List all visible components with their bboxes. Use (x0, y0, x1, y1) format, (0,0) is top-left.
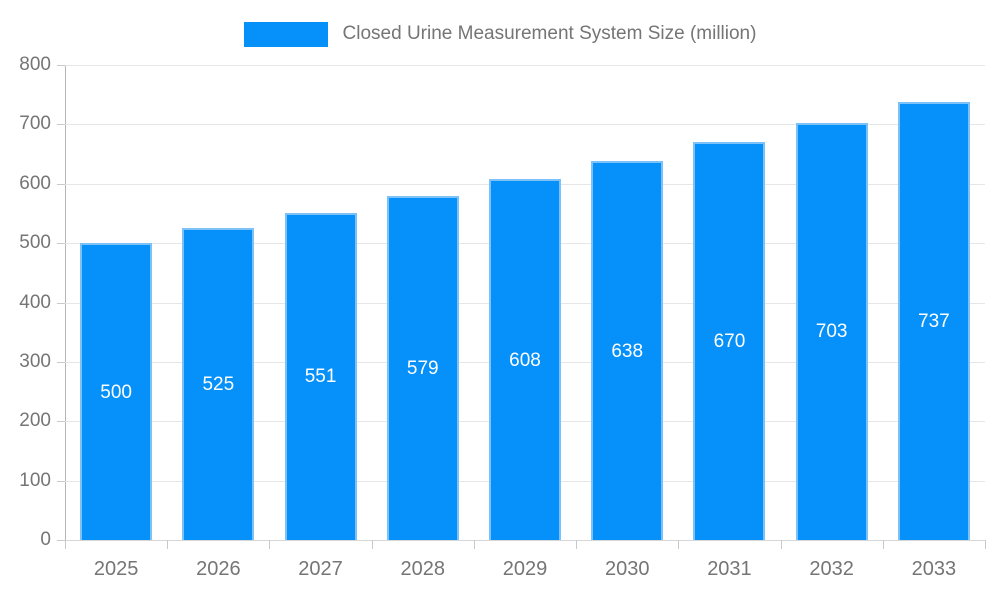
legend-swatch (243, 21, 328, 47)
bar[interactable]: 579 (386, 196, 459, 540)
bar[interactable]: 737 (897, 102, 970, 540)
x-tick-label: 2032 (809, 558, 854, 580)
y-tick-label: 100 (19, 469, 51, 491)
x-tick-label: 2026 (196, 558, 241, 580)
x-tick-label: 2030 (604, 558, 650, 580)
x-tick-label: 2027 (298, 558, 343, 580)
y-tick-mark (57, 540, 65, 541)
y-tick-label: 0 (40, 529, 51, 550)
y-axis-line (65, 65, 66, 549)
bar-value-label: 579 (406, 358, 439, 380)
y-tick-label: 700 (19, 113, 51, 135)
x-axis-line (65, 540, 985, 541)
y-tick-mark (57, 65, 65, 66)
bar-value-label: 500 (100, 381, 132, 403)
x-tick-label: 2033 (911, 558, 957, 580)
x-tick-mark (167, 540, 169, 549)
bar[interactable]: 551 (284, 212, 357, 540)
y-tick-mark (57, 243, 65, 245)
bar-value-label: 703 (815, 321, 848, 343)
x-tick-mark (576, 540, 578, 549)
y-tick-mark (57, 302, 65, 304)
x-tick-label: 2031 (707, 558, 752, 580)
y-tick-label: 400 (19, 291, 51, 313)
y-tick-mark (57, 361, 65, 363)
y-tick-mark (57, 421, 65, 423)
y-tick-label: 800 (19, 54, 51, 75)
y-tick-label: 300 (19, 350, 51, 372)
x-tick-mark (269, 540, 271, 549)
bar-value-label: 638 (611, 340, 644, 362)
gridline (65, 124, 985, 126)
x-tick-label: 2028 (400, 558, 446, 580)
x-tick-mark (780, 540, 782, 549)
bar[interactable]: 670 (693, 142, 766, 540)
bar-value-label: 525 (202, 374, 235, 396)
y-tick-mark (57, 124, 65, 126)
y-tick-label: 600 (19, 172, 51, 194)
y-tick-mark (57, 183, 65, 185)
x-tick-mark (371, 540, 373, 549)
x-tick-mark (473, 540, 475, 549)
bar[interactable]: 638 (591, 161, 664, 540)
bar[interactable]: 525 (182, 228, 255, 540)
y-tick-label: 200 (19, 410, 51, 432)
bar[interactable]: 703 (795, 122, 868, 540)
legend[interactable]: Closed Urine Measurement System Size (mi… (0, 20, 1000, 48)
legend-label: Closed Urine Measurement System Size (mi… (342, 23, 757, 44)
y-tick-label: 500 (19, 232, 51, 254)
bar-value-label: 608 (509, 349, 541, 371)
x-tick-mark (678, 540, 680, 549)
x-tick-label: 2029 (502, 558, 548, 580)
x-tick-mark (882, 540, 884, 549)
bar[interactable]: 608 (489, 179, 561, 540)
gridline (65, 65, 985, 66)
bar-value-label: 670 (713, 331, 746, 353)
x-tick-mark (65, 540, 66, 549)
bar[interactable]: 500 (80, 243, 153, 540)
x-tick-label: 2025 (93, 558, 139, 580)
x-tick-mark (985, 540, 986, 549)
bar-value-label: 551 (304, 366, 337, 388)
y-tick-mark (57, 480, 65, 482)
bar-value-label: 737 (918, 311, 950, 333)
